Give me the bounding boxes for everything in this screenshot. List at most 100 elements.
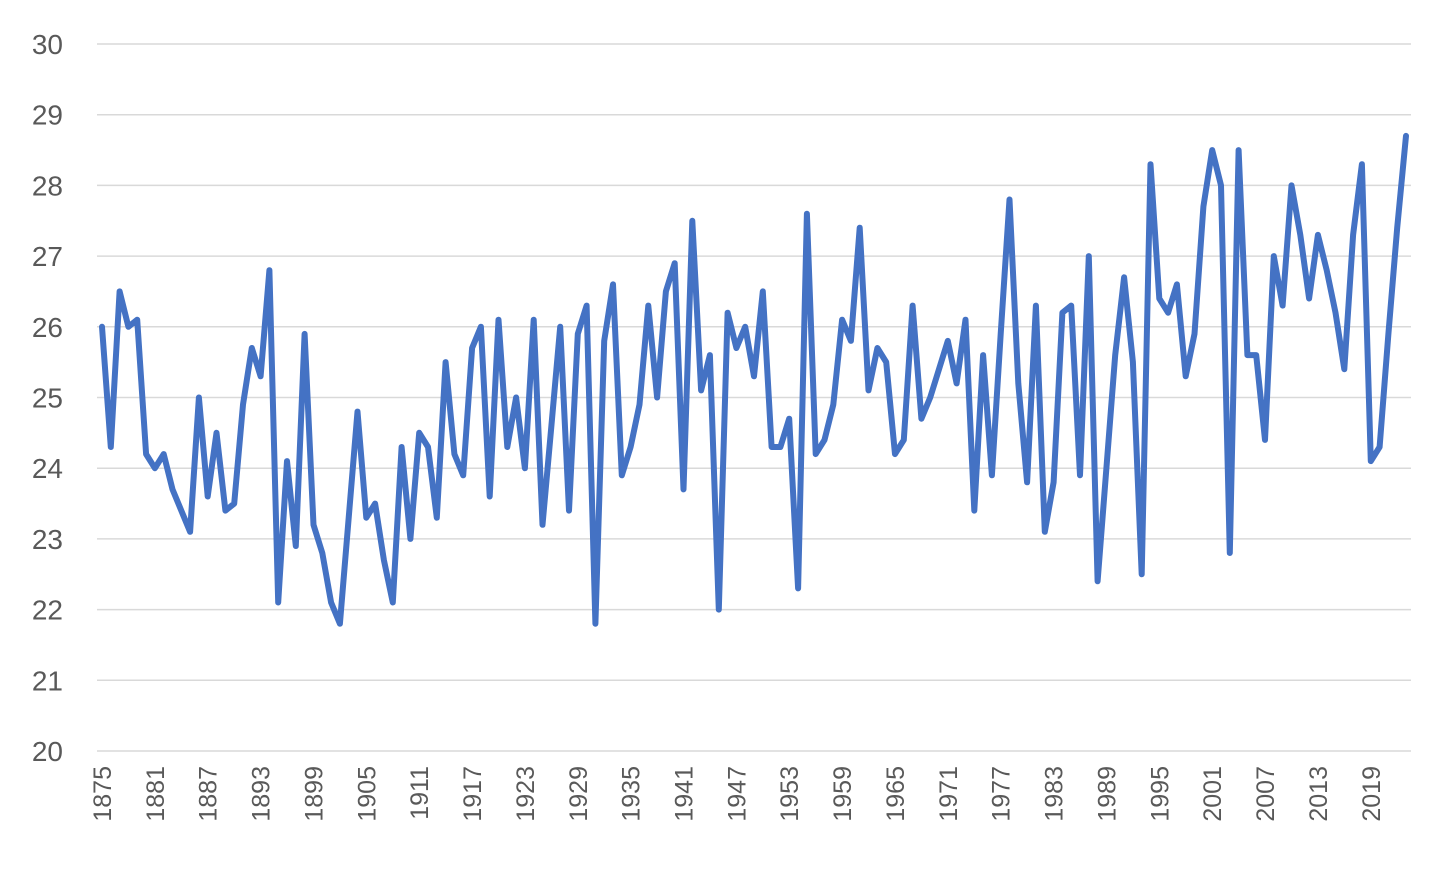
data-point xyxy=(372,501,378,507)
data-point xyxy=(742,324,748,330)
data-point xyxy=(302,331,308,337)
data-point xyxy=(1174,281,1180,287)
data-point xyxy=(108,444,114,450)
data-point xyxy=(1130,359,1136,365)
data-point xyxy=(1042,529,1048,535)
x-tick-label: 1965 xyxy=(882,766,910,822)
data-point xyxy=(548,423,554,429)
data-point xyxy=(293,543,299,549)
data-point xyxy=(1306,296,1312,302)
data-point xyxy=(504,444,510,450)
data-point xyxy=(1218,182,1224,188)
data-point xyxy=(945,338,951,344)
data-point xyxy=(1183,373,1189,379)
x-tick-label: 1941 xyxy=(671,766,699,822)
data-point xyxy=(540,522,546,528)
y-tick-label: 20 xyxy=(32,736,63,767)
y-tick-label: 23 xyxy=(32,524,63,555)
data-point xyxy=(830,402,836,408)
y-tick-label: 26 xyxy=(32,312,63,343)
data-point xyxy=(901,437,907,443)
data-point xyxy=(751,373,757,379)
data-point xyxy=(725,310,731,316)
x-tick-label: 2001 xyxy=(1199,766,1227,822)
data-point xyxy=(575,331,581,337)
data-point xyxy=(1315,232,1321,238)
data-point xyxy=(222,508,228,514)
series-layer xyxy=(99,132,1409,627)
data-point xyxy=(531,317,537,323)
x-tick-label: 1929 xyxy=(565,766,593,822)
data-point xyxy=(1403,133,1409,139)
data-point xyxy=(866,387,872,393)
data-point xyxy=(266,267,272,273)
data-point xyxy=(874,345,880,351)
x-tick-label: 1935 xyxy=(618,766,646,822)
data-point xyxy=(443,359,449,365)
data-point xyxy=(672,260,678,266)
x-tick-label: 1971 xyxy=(935,766,963,822)
data-point xyxy=(328,600,334,606)
x-tick-label: 2013 xyxy=(1305,766,1333,822)
data-point xyxy=(513,395,519,401)
data-point xyxy=(1139,571,1145,577)
x-tick-label: 1893 xyxy=(248,766,276,822)
x-tick-label: 2007 xyxy=(1252,766,1280,822)
data-point xyxy=(795,585,801,591)
data-point xyxy=(1007,197,1013,203)
data-point xyxy=(769,444,775,450)
data-point xyxy=(214,430,220,436)
x-tick-label: 1989 xyxy=(1093,766,1121,822)
data-point xyxy=(1227,550,1233,556)
data-point xyxy=(1165,310,1171,316)
data-point xyxy=(399,444,405,450)
data-point xyxy=(1333,310,1339,316)
data-point xyxy=(152,465,158,471)
y-tick-label: 28 xyxy=(32,170,63,201)
data-point xyxy=(460,472,466,478)
x-tick-label: 1917 xyxy=(459,766,487,822)
data-point xyxy=(1271,253,1277,259)
data-point xyxy=(425,444,431,450)
data-point xyxy=(1024,479,1030,485)
data-point xyxy=(1297,232,1303,238)
data-point xyxy=(698,387,704,393)
x-tick-label: 1905 xyxy=(353,766,381,822)
data-point xyxy=(1033,303,1039,309)
data-point xyxy=(1015,380,1021,386)
data-point xyxy=(451,451,457,457)
data-point xyxy=(628,444,634,450)
data-point xyxy=(143,451,149,457)
data-point xyxy=(1059,310,1065,316)
data-point xyxy=(707,352,713,358)
data-point xyxy=(1280,303,1286,309)
y-tick-label: 27 xyxy=(32,241,63,272)
data-point xyxy=(196,395,202,401)
x-tick-label: 1887 xyxy=(195,766,223,822)
data-point xyxy=(989,472,995,478)
x-tick-label: 1947 xyxy=(723,766,751,822)
data-point xyxy=(337,621,343,627)
data-point xyxy=(1147,161,1153,167)
data-point xyxy=(954,380,960,386)
data-point xyxy=(117,288,123,294)
data-point xyxy=(205,493,211,499)
data-point xyxy=(1385,331,1391,337)
data-point xyxy=(910,303,916,309)
data-point xyxy=(319,550,325,556)
y-tick-label: 30 xyxy=(32,29,63,60)
data-point xyxy=(883,359,889,365)
x-tick-label: 1875 xyxy=(89,766,117,822)
data-point xyxy=(275,600,281,606)
gridlines xyxy=(97,43,1411,752)
data-point xyxy=(918,416,924,422)
data-point xyxy=(936,366,942,372)
data-point xyxy=(645,303,651,309)
data-point xyxy=(733,345,739,351)
data-point xyxy=(857,225,863,231)
x-tick-label: 1899 xyxy=(300,766,328,822)
data-point xyxy=(1236,147,1242,153)
x-tick-label: 1977 xyxy=(988,766,1016,822)
